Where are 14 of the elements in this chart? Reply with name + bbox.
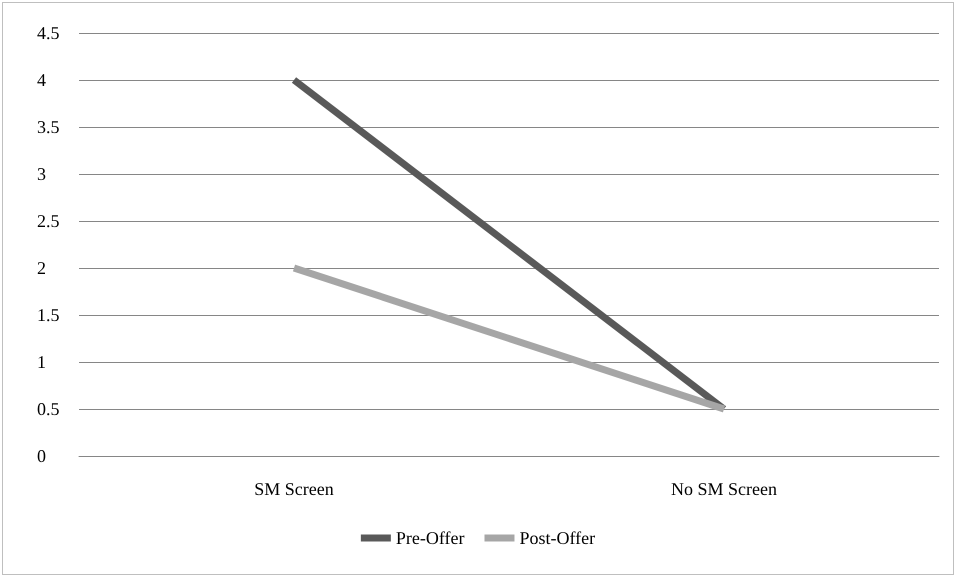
legend-label: Post-Offer xyxy=(519,528,596,548)
y-tick-label: 0.5 xyxy=(37,399,60,419)
y-tick-label: 1.5 xyxy=(37,305,60,325)
y-tick-label: 4.5 xyxy=(37,23,60,43)
y-tick-label: 4 xyxy=(37,70,46,90)
x-tick-label: SM Screen xyxy=(254,479,334,499)
y-tick-label: 2 xyxy=(37,258,46,278)
legend-label: Pre-Offer xyxy=(396,528,464,548)
y-tick-label: 3 xyxy=(37,164,46,184)
y-tick-label: 1 xyxy=(37,352,46,372)
y-tick-label: 0 xyxy=(37,446,46,466)
x-tick-label: No SM Screen xyxy=(671,479,777,499)
y-tick-label: 2.5 xyxy=(37,211,60,231)
y-tick-label: 3.5 xyxy=(37,117,60,137)
